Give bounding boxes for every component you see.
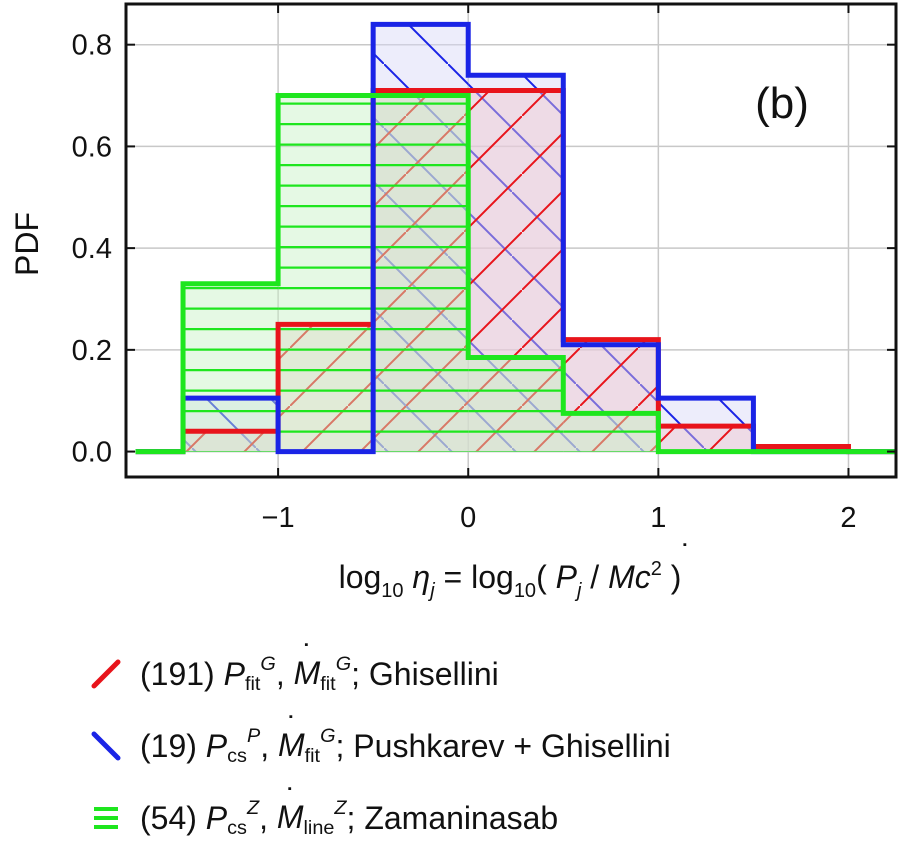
x-title-sub-j2: j xyxy=(574,580,582,602)
y-axis-title: PDF xyxy=(9,212,45,276)
tick-labels: −1 0 1 2 0.0 0.2 0.4 0.6 0.8 xyxy=(72,30,857,534)
x-tick-label-2: 1 xyxy=(650,502,666,534)
bar-hatch-zamaninasab-2 xyxy=(373,95,469,452)
plot-frame xyxy=(124,2,898,479)
y-tick-label-3: 0.6 xyxy=(72,131,112,163)
bar-hatch-zamaninasab-3 xyxy=(468,357,564,452)
x-title-sub-10b: 10 xyxy=(514,580,536,602)
legend-item-ghisellini: (191) PfitG, MfitG; Ghisellini xyxy=(86,638,886,710)
legend-item-pushkarev: (19) PcsP, MfitG; Pushkarev + Ghisellini xyxy=(86,710,886,782)
x-title-mdot: M xyxy=(608,559,635,595)
x-title-eta: η xyxy=(412,559,430,595)
histogram-outlines xyxy=(135,21,896,455)
x-title-space xyxy=(404,559,413,595)
panel-label: (b) xyxy=(755,79,809,128)
x-title-slash: / xyxy=(581,559,608,595)
legend: (191) PfitG, MfitG; Ghisellini (19) PcsP… xyxy=(86,638,886,854)
x-title-log: log xyxy=(339,559,382,595)
x-title-p: P xyxy=(556,559,578,595)
legend-item-zamaninasab: (54) PcsZ, MlineZ; Zamaninasab xyxy=(86,782,886,854)
y-tick-label-4: 0.8 xyxy=(72,30,112,62)
x-tick-label-0: −1 xyxy=(262,502,295,534)
legend-label-ghisellini: (191) PfitG, MfitG; Ghisellini xyxy=(140,638,499,696)
series-outline-zamaninasab xyxy=(135,93,896,455)
x-title-c: c xyxy=(635,559,651,595)
bar-hatch-ghisellini-5 xyxy=(658,426,754,452)
x-tick-label-1: 0 xyxy=(460,502,476,534)
x-title-paren-close: ) xyxy=(662,559,682,595)
bar-hatch-zamaninasab-1 xyxy=(278,95,374,452)
legend-label-zamaninasab: (54) PcsZ, MlineZ; Zamaninasab xyxy=(140,782,558,840)
x-title-mdot-dot: ˙ xyxy=(681,538,692,574)
histogram-chart: −1 0 1 20.00.20.40.60.8 (b) PDF log10 ηj = … xyxy=(9,2,898,602)
legend-label-pushkarev: (19) PcsP, MfitG; Pushkarev + Ghisellini xyxy=(140,710,671,768)
x-title-paren-open: ( xyxy=(536,559,556,595)
axis-ticks xyxy=(126,4,896,477)
x-title-sub-10: 10 xyxy=(381,580,403,602)
histogram-fills xyxy=(183,24,849,452)
bar-hatch-zamaninasab-4 xyxy=(563,413,659,452)
red-slash-icon xyxy=(91,659,121,689)
bar-hatch-zamaninasab-0 xyxy=(183,283,279,452)
x-title-eq-log: = log xyxy=(435,559,514,595)
y-tick-label-2: 0.4 xyxy=(72,233,112,265)
x-axis-title: log10 ηj = log10( Pj / Mc2 ) xyxy=(339,558,682,602)
series-outline-pushkarev-ghisellini xyxy=(135,21,896,455)
x-title-sub-j: j xyxy=(427,580,435,602)
y-tick-label-1: 0.2 xyxy=(72,335,112,367)
y-tick-label-0: 0.0 xyxy=(72,437,112,469)
x-title-sup-2: 2 xyxy=(651,558,662,580)
bar-hatch-ghisellini-6 xyxy=(753,446,849,452)
x-tick-label-3: 2 xyxy=(840,502,856,534)
blue-backslash-icon xyxy=(91,731,121,761)
green-lines-icon xyxy=(94,807,118,829)
